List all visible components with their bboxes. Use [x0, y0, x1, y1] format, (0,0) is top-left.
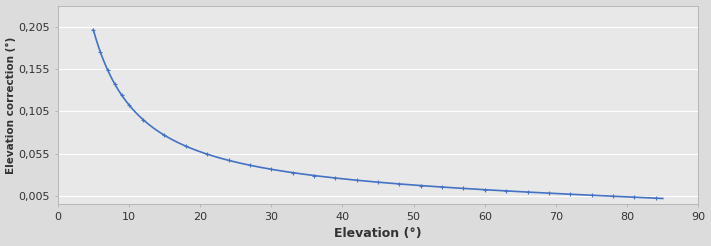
- X-axis label: Elevation (°): Elevation (°): [334, 228, 422, 240]
- Y-axis label: Elevation correction (°): Elevation correction (°): [6, 36, 16, 173]
